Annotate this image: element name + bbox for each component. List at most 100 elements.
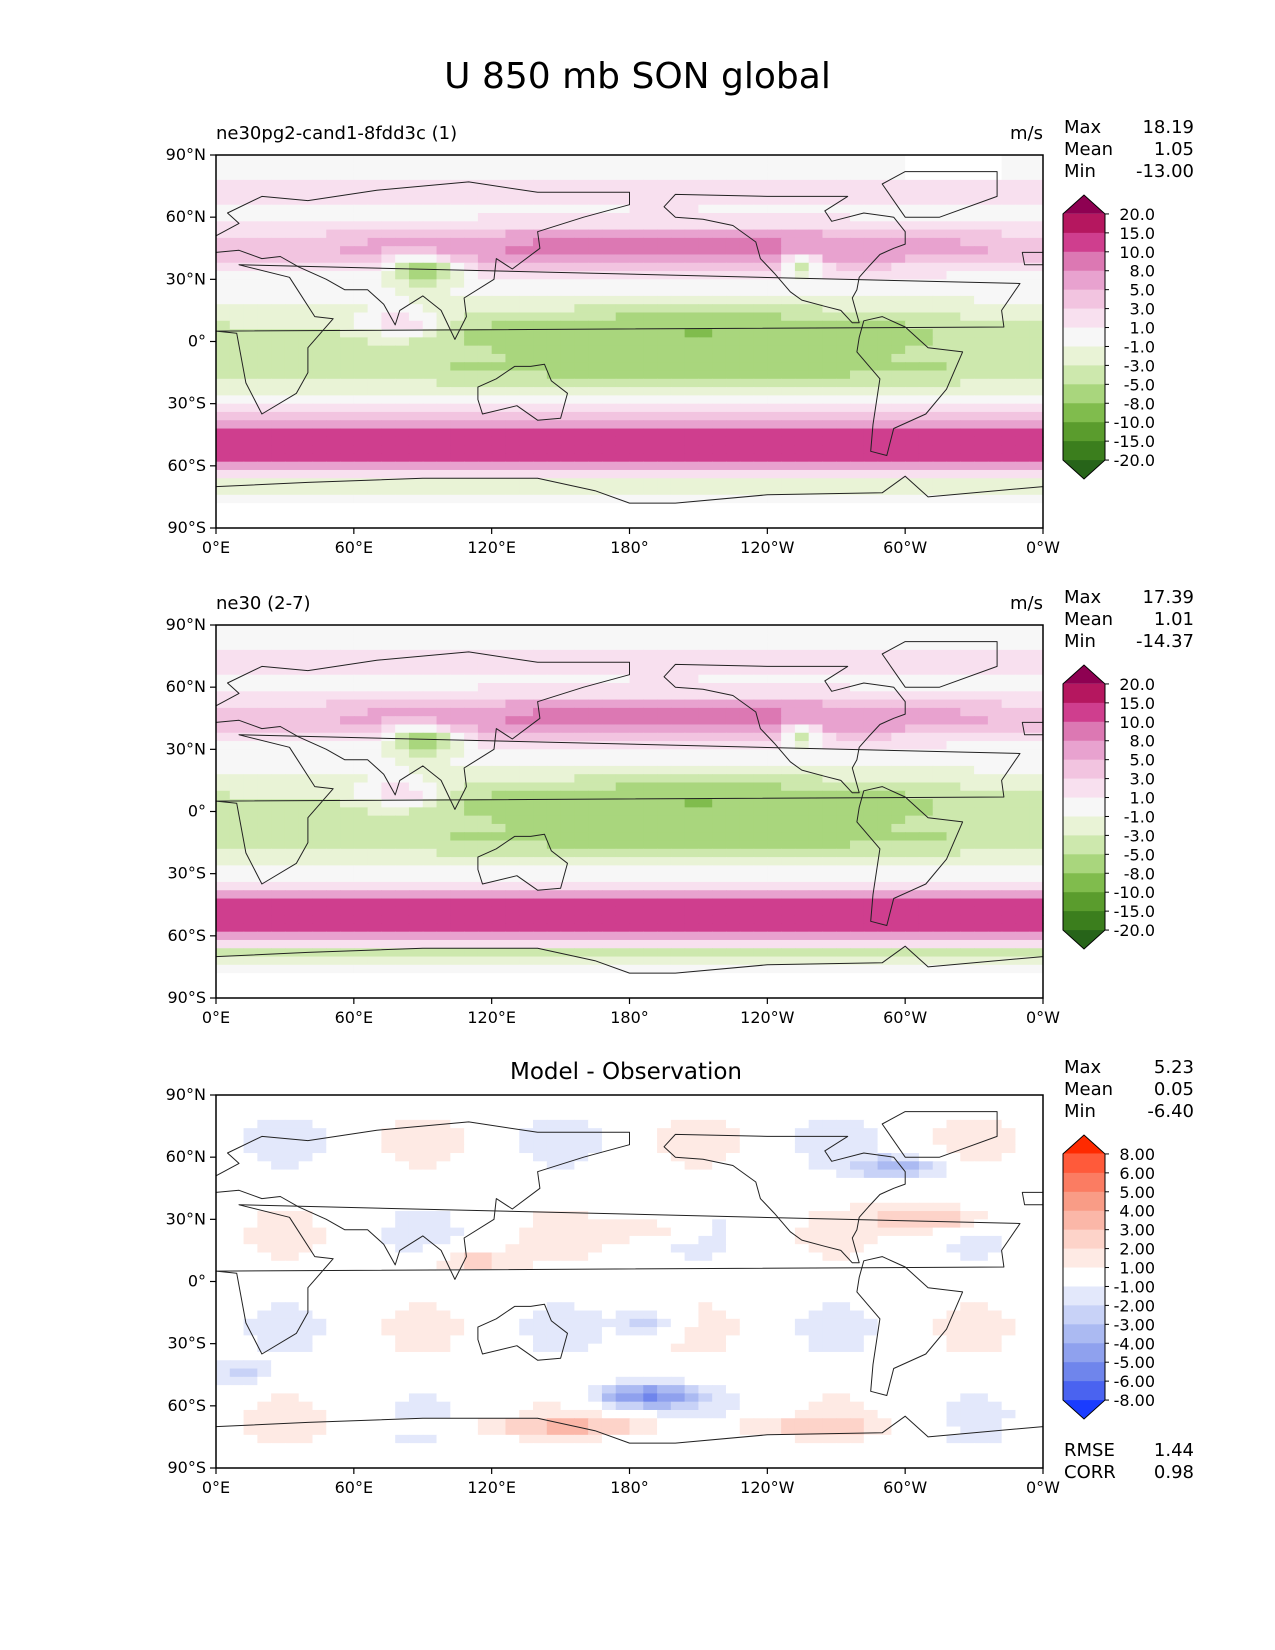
contour-cell xyxy=(974,840,989,850)
contour-cell xyxy=(422,898,438,908)
contour-cell xyxy=(850,229,865,239)
contour-cell xyxy=(684,353,700,363)
contour-cell xyxy=(987,204,1003,214)
contour-cell xyxy=(836,782,851,792)
contour-cell xyxy=(960,237,975,247)
contour-cell xyxy=(436,915,451,924)
contour-cell xyxy=(367,633,382,643)
contour-cell xyxy=(533,511,548,521)
contour-cell xyxy=(822,674,837,684)
contour-cell xyxy=(850,765,865,775)
contour-cell xyxy=(546,765,562,775)
contour-cell xyxy=(312,683,327,692)
contour-cell xyxy=(601,873,617,883)
colorbar-segment xyxy=(1063,346,1105,366)
contour-cell xyxy=(657,221,672,231)
contour-cell xyxy=(863,625,879,634)
contour-cell xyxy=(216,362,231,372)
contour-cell xyxy=(353,890,369,900)
contour-cell xyxy=(960,445,975,454)
contour-cell xyxy=(546,890,562,900)
contour-cell xyxy=(739,840,755,850)
contour-cell xyxy=(601,915,617,924)
contour-cell xyxy=(905,337,920,347)
contour-cell xyxy=(588,625,603,634)
contour-cell xyxy=(533,320,548,330)
contour-cell xyxy=(229,171,245,181)
contour-cell xyxy=(326,906,341,916)
contour-cell xyxy=(753,196,768,206)
contour-cell xyxy=(1015,707,1030,717)
contour-cell xyxy=(326,337,341,347)
contour-cell xyxy=(863,691,879,701)
contour-cell xyxy=(684,478,700,488)
contour-cell xyxy=(836,237,851,247)
contour-cell xyxy=(987,832,1003,842)
contour-cell xyxy=(422,691,438,701)
contour-cell xyxy=(216,246,231,256)
contour-cell xyxy=(326,271,341,280)
contour-cell xyxy=(298,699,314,709)
contour-cell xyxy=(891,329,906,338)
contour-cell xyxy=(987,641,1003,651)
contour-cell xyxy=(657,666,672,676)
contour-cell xyxy=(684,420,700,430)
contour-cell xyxy=(987,445,1003,454)
contour-cell xyxy=(781,279,796,289)
contour-cell xyxy=(216,411,231,421)
contour-cell xyxy=(932,716,948,726)
contour-cell xyxy=(1015,890,1030,900)
contour-cell xyxy=(243,403,258,413)
contour-cell xyxy=(560,254,575,264)
contour-cell xyxy=(395,271,410,280)
contour-cell xyxy=(698,312,713,322)
contour-cell xyxy=(381,337,396,347)
contour-cell xyxy=(464,287,479,297)
contour-cell xyxy=(505,395,520,405)
contour-cell xyxy=(298,649,314,659)
contour-cell xyxy=(560,362,575,372)
contour-cell xyxy=(808,403,824,413)
contour-cell xyxy=(836,724,851,734)
contour-cell xyxy=(422,287,438,297)
contour-cell xyxy=(533,823,548,833)
contour-cell xyxy=(960,453,975,463)
contour-cell xyxy=(560,353,575,363)
contour-cell xyxy=(781,345,796,355)
contour-cell xyxy=(670,221,686,231)
contour-cell xyxy=(257,503,272,513)
contour-cell xyxy=(794,188,810,198)
contour-cell xyxy=(381,304,396,314)
contour-cell xyxy=(560,641,575,651)
contour-cell xyxy=(326,511,341,521)
contour-cell xyxy=(905,724,920,734)
contour-cell xyxy=(491,445,507,454)
contour-cell xyxy=(946,478,961,488)
contour-cell xyxy=(340,881,355,891)
contour-cell xyxy=(767,840,782,850)
contour-cell xyxy=(836,625,851,634)
contour-cell xyxy=(1001,453,1017,463)
contour-cell xyxy=(670,262,686,272)
stat-min-value: -14.37 xyxy=(1135,631,1194,652)
contour-cell xyxy=(808,221,824,231)
contour-cell xyxy=(422,641,438,651)
contour-cell xyxy=(491,790,507,800)
contour-cell xyxy=(381,683,396,692)
contour-cell xyxy=(725,254,741,264)
contour-cell xyxy=(767,799,782,808)
contour-cell xyxy=(574,807,589,817)
contour-cell xyxy=(312,271,327,280)
contour-cell xyxy=(629,848,644,858)
contour-cell xyxy=(670,716,686,726)
contour-cell xyxy=(257,279,272,289)
contour-cell xyxy=(381,428,396,438)
contour-cell xyxy=(408,428,424,438)
contour-cell xyxy=(850,163,865,173)
contour-cell xyxy=(629,732,644,742)
contour-cell xyxy=(505,196,520,206)
contour-cell xyxy=(670,857,686,866)
contour-cell xyxy=(739,799,755,808)
contour-cell xyxy=(491,741,507,750)
contour-cell xyxy=(533,370,548,380)
